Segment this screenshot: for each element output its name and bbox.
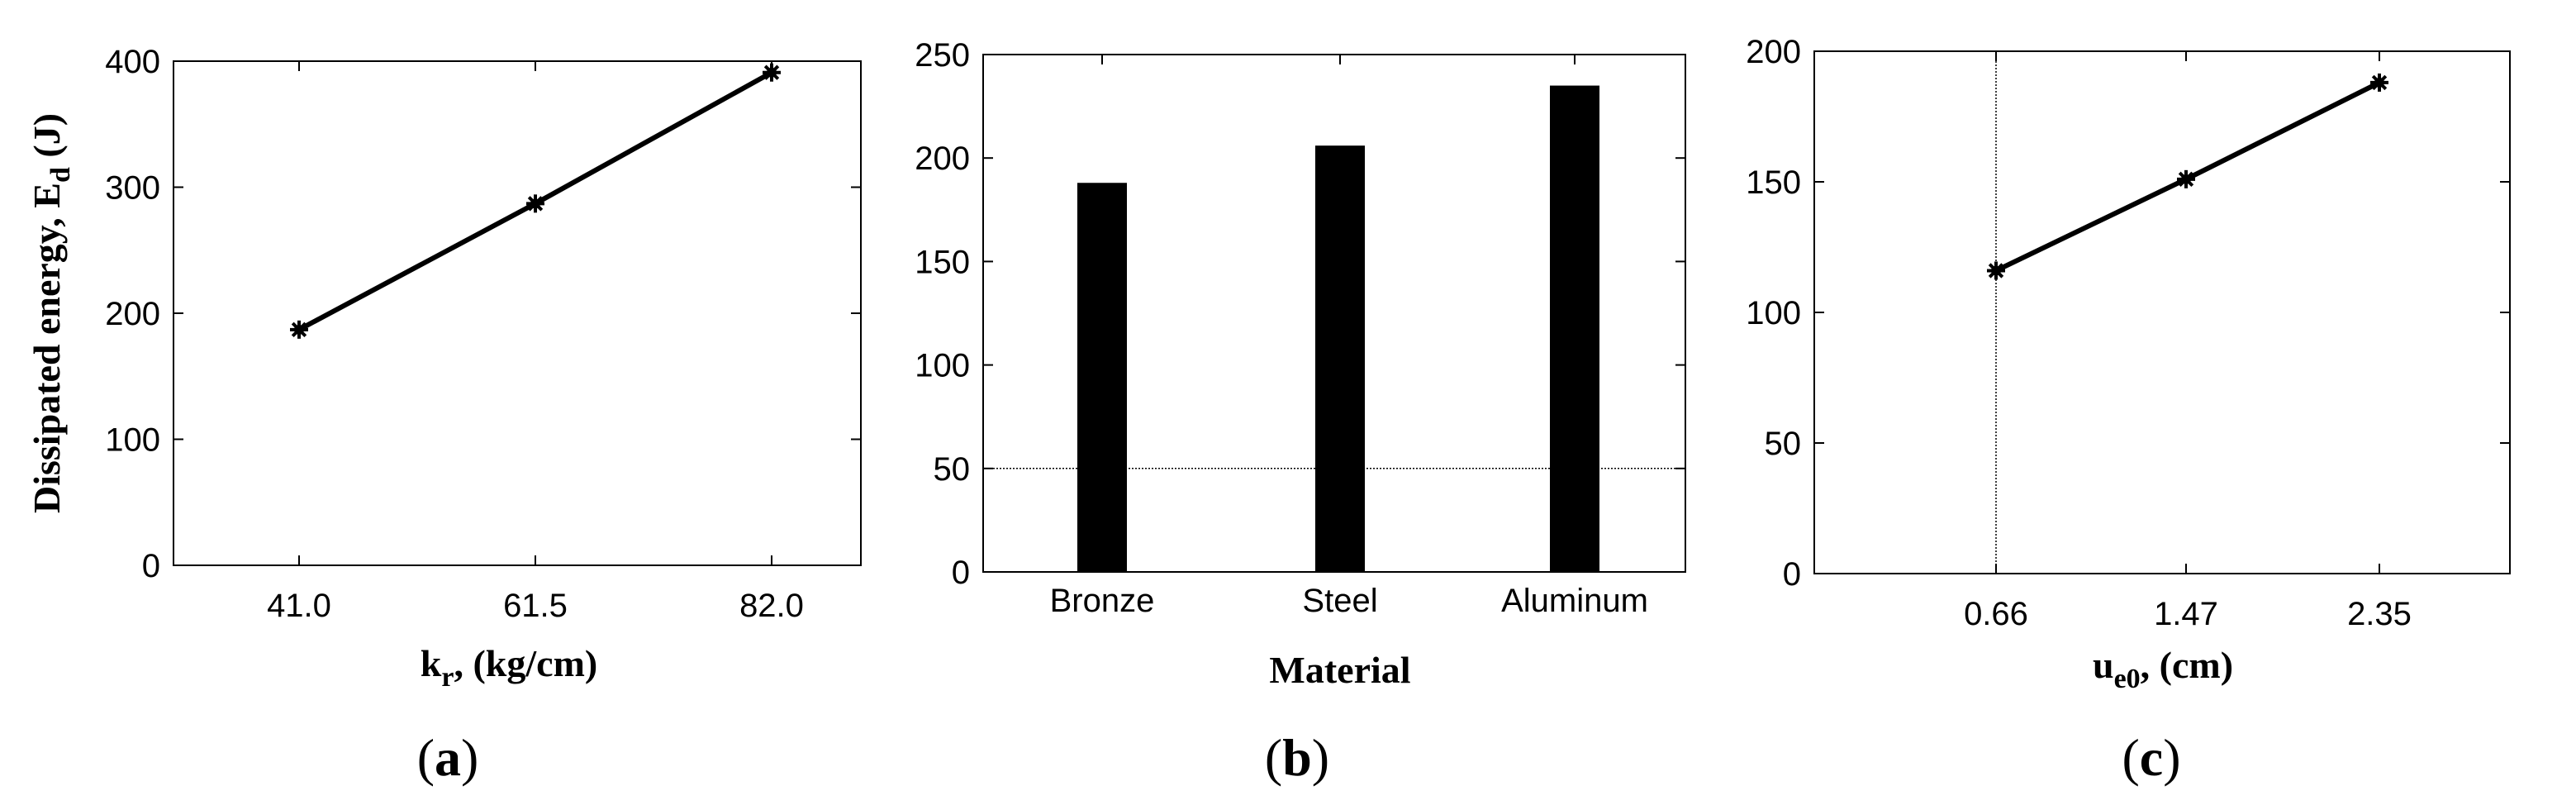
panel-c-label: (c) [2122, 728, 2180, 787]
y-tick-label: 100 [105, 422, 160, 459]
panel-b-y-ticks: 0 50 100 150 200 250 [915, 37, 1685, 591]
y-tick-label: 0 [1783, 556, 1801, 593]
y-tick-label: 150 [1746, 164, 1801, 201]
panel-c-xlabel-sub: e0 [2114, 664, 2141, 694]
data-point-marker [763, 63, 781, 82]
panel-a-x-ticks: 41.0 61.5 82.0 [267, 61, 804, 624]
panel-a-label: (a) [417, 728, 479, 787]
x-tick-label: 2.35 [2347, 596, 2412, 632]
x-tick-label: 61.5 [503, 588, 568, 624]
y-tick-label: 250 [915, 37, 970, 74]
data-point-marker [1987, 261, 2005, 280]
y-tick-label: 300 [105, 170, 160, 207]
y-tick-label: 200 [105, 296, 160, 332]
panel-a-xlabel-main: k [421, 642, 442, 684]
data-point-marker [2370, 73, 2388, 92]
x-category-label: Bronze [1050, 583, 1155, 619]
panel-b: 0 50 100 150 200 250 Bronze Steel Aluminum Mate… [915, 37, 1686, 787]
x-tick-label: 82.0 [739, 588, 804, 624]
panel-a-plot-frame [173, 60, 862, 566]
panel-c-x-ticks: 0.66 1.47 2.35 [1964, 51, 2412, 632]
bar-aluminum [1550, 85, 1599, 572]
panel-b-x-axis-title: Material [1269, 649, 1410, 691]
y-tick-label: 0 [952, 555, 970, 591]
x-category-label: Steel [1302, 583, 1377, 619]
y-tick-label: 50 [934, 451, 971, 488]
panel-a-y-axis-title: Dissipated energy, Ed (J) [26, 113, 76, 513]
panel-c-xlabel-rest: , (cm) [2141, 644, 2233, 686]
panel-a-xlabel-sub: r [441, 662, 454, 693]
x-tick-label: 1.47 [2154, 596, 2218, 632]
panel-b-label: (b) [1265, 728, 1329, 787]
panel-a-y-ticks: 0 100 200 300 400 [105, 44, 861, 584]
panel-b-bars [1077, 85, 1599, 573]
data-point-marker [2177, 169, 2195, 188]
panel-c-markers [1987, 73, 2388, 280]
y-tick-label: 0 [142, 548, 160, 584]
y-tick-label: 400 [105, 44, 160, 80]
panel-a-x-axis-title: kr, (kg/cm) [421, 642, 597, 693]
panel-c: 0 50 100 150 200 0.66 1.47 2.35 ue0, (cm) (c) [1746, 34, 2511, 787]
bar-bronze [1077, 183, 1127, 573]
panel-b-x-ticks: Bronze Steel Aluminum [1050, 55, 1648, 619]
y-tick-label: 100 [915, 348, 970, 384]
panel-c-xlabel-main: u [2093, 644, 2114, 686]
panel-a: 0 100 200 300 400 41.0 61.5 82.0 Dissipated en… [26, 44, 862, 787]
bar-steel [1315, 145, 1365, 572]
panel-c-plot-frame [1813, 50, 2511, 574]
panel-a-ylabel-main: Dissipated energy, E [26, 183, 68, 513]
x-tick-label: 41.0 [267, 588, 331, 624]
data-point-marker [290, 320, 308, 339]
panel-c-y-ticks: 0 50 100 150 200 [1746, 34, 2510, 593]
y-tick-label: 150 [915, 244, 970, 280]
y-tick-label: 100 [1746, 295, 1801, 331]
y-tick-label: 200 [915, 141, 970, 177]
panel-c-x-axis-title: ue0, (cm) [2093, 644, 2233, 694]
panel-a-markers [290, 63, 781, 339]
panel-a-letter: a [435, 728, 461, 787]
y-tick-label: 200 [1746, 34, 1801, 70]
x-tick-label: 0.66 [1964, 596, 2028, 632]
panel-a-xlabel-rest: , (kg/cm) [454, 642, 597, 684]
data-point-marker [526, 194, 544, 213]
panel-b-letter: b [1282, 728, 1312, 787]
y-tick-label: 50 [1765, 426, 1802, 462]
panel-c-letter: c [2140, 728, 2163, 787]
x-category-label: Aluminum [1501, 583, 1648, 619]
panel-a-ylabel-rest: (J) [26, 113, 68, 167]
panel-a-ylabel-sub: d [45, 167, 76, 183]
